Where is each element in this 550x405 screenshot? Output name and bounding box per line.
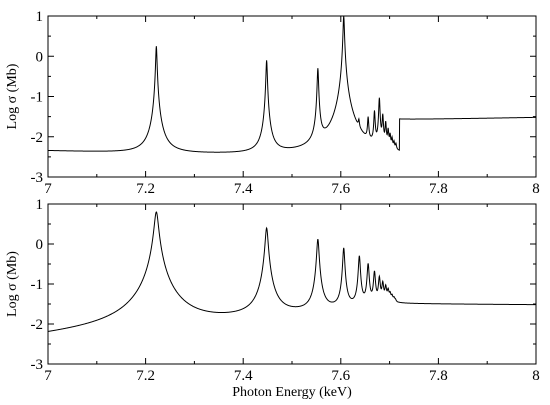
y-tick-label: 1 [36,197,44,213]
y-tick-label: -3 [31,357,44,373]
plot-frame [47,203,537,365]
x-tick-label: 8 [532,368,540,384]
chart-panel-bottom: 7 7.2 7.4 7.6 7.8 8 -3 -2 -1 0 1 Log σ (Mb) Photon E… [5,197,540,400]
x-axis-title: Photon Energy (keV) [232,385,352,400]
chart-panel-top: 7 7.2 7.4 7.6 7.8 8 -3 -2 -1 0 1 Log σ (Mb) [5,9,540,197]
y-tick-label: -3 [31,170,44,186]
y-tick-label: 0 [36,49,44,65]
x-tick-label: 7 [44,368,52,384]
y-axis-title: Log σ (Mb) [5,63,20,129]
y-tick-label: 1 [36,9,44,25]
x-tick-label: 7.4 [234,368,253,384]
y-tick-label: -1 [31,277,44,293]
x-tick-label: 7.8 [429,368,448,384]
y-tick-label: -2 [31,130,44,146]
y-tick-label: 0 [36,237,44,253]
y-tick-label: -2 [31,317,44,333]
x-tick-label: 7.2 [136,368,155,384]
x-tick-label: 7.6 [331,368,350,384]
x-tick-label: 7 [44,181,52,197]
x-tick-label: 8 [532,181,540,197]
series-line [47,211,536,332]
x-tick-label: 7.2 [136,181,155,197]
x-tick-label: 7.8 [429,181,448,197]
y-axis-title: Log σ (Mb) [5,251,20,317]
y-tick-label: -1 [31,90,44,106]
plot-frame [47,15,537,178]
x-tick-label: 7.6 [331,181,350,197]
x-tick-label: 7.4 [234,181,253,197]
series-line [47,15,536,153]
